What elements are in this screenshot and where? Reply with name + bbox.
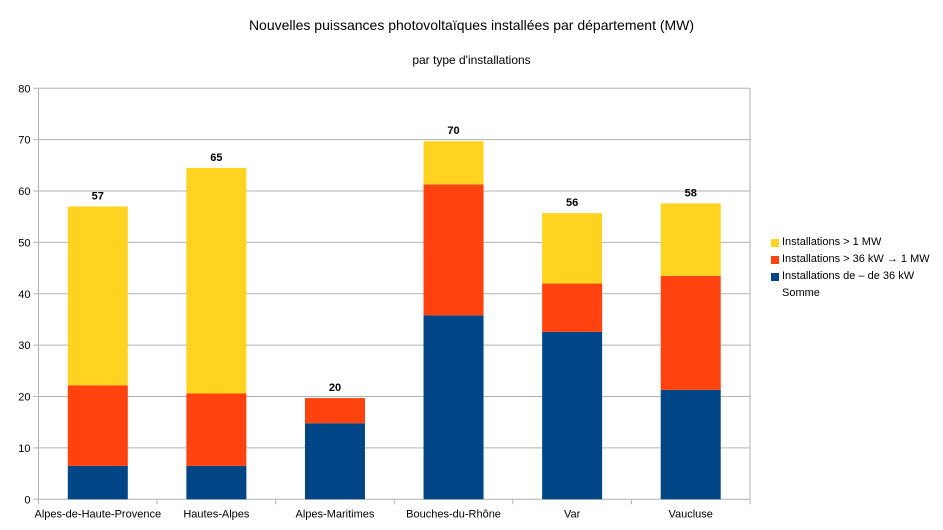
legend-swatch [771,255,779,264]
data-label: 70 [447,125,459,137]
y-tick-label: 50 [18,237,30,249]
legend-swatch [771,272,779,281]
legend-label: Installations > 36 kW → 1 MW [782,253,930,265]
bar-segment [542,213,603,284]
bar-segment [186,167,247,394]
legend-item: Installations > 1 MW [771,234,930,251]
data-label: 57 [92,190,104,202]
legend-label: Installations de – de 36 kW [782,270,915,282]
y-tick-label: 20 [18,392,30,404]
chart-title: Nouvelles puissances photovoltaïques ins… [248,17,695,33]
legend-label: Somme [782,287,820,299]
y-tick-label: 70 [18,135,30,147]
legend-item: Installations > 36 kW → 1 MW [771,251,930,268]
x-tick-label: Vaucluse [668,508,712,520]
data-label: 56 [566,197,578,209]
bar-segment [423,184,484,316]
y-tick-label: 80 [18,83,30,95]
bar-segment [67,465,128,500]
y-tick-label: 60 [18,186,30,198]
legend: Installations > 1 MW Installations > 36 … [771,234,930,302]
bar-segment [304,423,365,500]
legend-item: Installations de – de 36 kW [771,268,930,285]
data-label: 20 [329,382,341,394]
legend-item: Somme [771,285,930,302]
bar-segment [186,393,247,466]
x-tick-label: Alpes-Maritimes [296,508,375,520]
bar-segment [660,275,721,390]
legend-swatch [771,238,779,247]
y-tick-label: 10 [18,443,30,455]
bar-segment [304,398,365,424]
bar-segment [542,283,603,332]
chart-subtitle: par type d'installations [412,53,531,67]
y-tick-label: 40 [18,289,30,301]
x-tick-label: Bouches-du-Rhône [406,508,501,520]
bar-segment [67,206,128,386]
x-tick-label: Var [564,508,581,520]
bar-segment [660,389,721,500]
x-tick-label: Alpes-de-Haute-Provence [35,508,162,520]
bar-segment [542,331,603,500]
y-tick-label: 30 [18,340,30,352]
data-label: 65 [210,152,222,164]
y-tick-label: 0 [24,494,30,506]
data-label: 58 [685,187,697,199]
bar-segment [423,141,484,185]
bar-segment [67,385,128,466]
bar-segment [186,465,247,500]
bar-segment [423,315,484,500]
legend-label: Installations > 1 MW [782,236,882,248]
bar-segment [660,203,721,276]
x-tick-label: Hautes-Alpes [183,508,250,520]
